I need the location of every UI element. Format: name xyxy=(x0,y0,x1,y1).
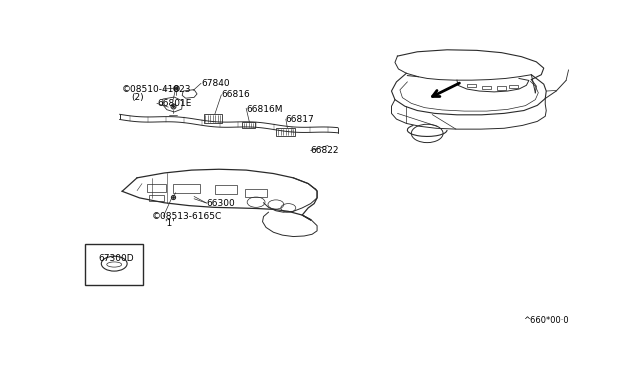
Bar xyxy=(150,195,164,201)
Text: ^660*00·0: ^660*00·0 xyxy=(523,316,568,325)
Bar xyxy=(482,86,491,89)
Text: 66300: 66300 xyxy=(207,199,236,208)
Bar xyxy=(173,184,200,193)
Text: ©08513-6165C: ©08513-6165C xyxy=(152,212,222,221)
Text: 66816: 66816 xyxy=(221,90,250,99)
Circle shape xyxy=(101,256,127,271)
Text: 66817: 66817 xyxy=(286,115,315,124)
Text: ©08510-41023: ©08510-41023 xyxy=(122,84,191,93)
Bar xyxy=(245,189,268,197)
Text: 66801E: 66801E xyxy=(157,99,191,108)
Bar xyxy=(467,84,476,87)
Text: 67300D: 67300D xyxy=(99,254,134,263)
Bar xyxy=(85,244,143,285)
Text: 66816M: 66816M xyxy=(246,105,283,113)
Bar xyxy=(497,86,506,90)
Bar xyxy=(147,184,166,192)
Text: (2): (2) xyxy=(131,93,144,102)
Text: '1': '1' xyxy=(164,219,175,228)
Bar xyxy=(215,185,237,194)
Text: 66822: 66822 xyxy=(310,146,339,155)
Bar xyxy=(509,85,518,88)
Text: 67840: 67840 xyxy=(202,79,230,88)
